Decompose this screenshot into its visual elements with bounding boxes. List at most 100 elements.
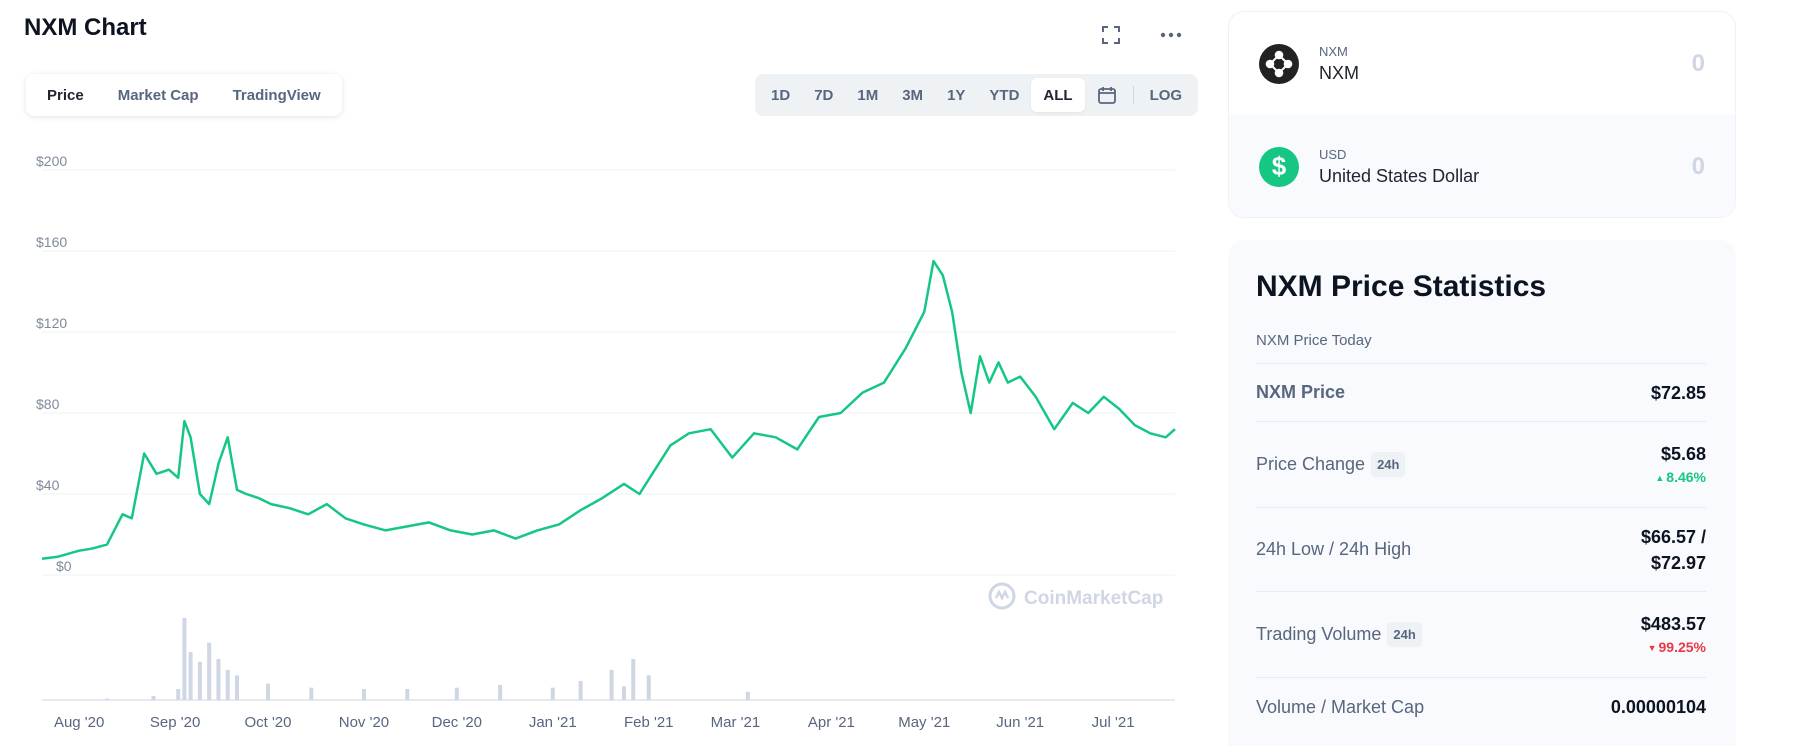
- x-tick-label: Mar '21: [711, 714, 761, 731]
- chart-type-tabs: Price Market Cap TradingView: [26, 74, 342, 116]
- volume-bar: [631, 659, 636, 700]
- volume-bar: [454, 687, 459, 700]
- stat-change-text: 8.46%: [1666, 468, 1706, 485]
- volume-bar: [578, 680, 583, 700]
- x-tick-label: Apr '21: [808, 714, 855, 731]
- converter-nxm-input[interactable]: 0: [1691, 49, 1705, 77]
- volume-bar: [197, 661, 202, 700]
- stat-label: Volume / Market Cap: [1256, 696, 1425, 717]
- stat-change-text: 99.25%: [1658, 638, 1706, 655]
- stat-change-up: ▲ 8.46%: [1655, 467, 1706, 488]
- x-tick-label: Jun '21: [996, 714, 1044, 731]
- converter-row-nxm[interactable]: NXM NXM 0: [1229, 12, 1735, 115]
- volume-bar: [151, 695, 156, 700]
- stat-value: $483.57 ▼ 99.25%: [1641, 611, 1706, 658]
- y-tick-label: $0: [56, 558, 72, 574]
- y-tick-label: $160: [36, 234, 67, 250]
- chart-grid: [42, 169, 1175, 576]
- stat-value: $72.85: [1650, 382, 1706, 403]
- volume-bar: [621, 686, 626, 700]
- fullscreen-icon[interactable]: [1096, 22, 1126, 48]
- volume-bar: [182, 618, 187, 700]
- stat-row-low-high: 24h Low / 24h High $66.57 / $72.97: [1256, 508, 1706, 592]
- range-divider: [1132, 86, 1134, 104]
- stat-label-text: Price Change: [1256, 454, 1366, 474]
- page-title: NXM Chart: [24, 14, 147, 41]
- price-statistics-panel: NXM Price Statistics NXM Price Today NXM…: [1228, 240, 1736, 746]
- x-tick-label: Sep '20: [150, 714, 200, 731]
- volume-bar: [498, 684, 503, 700]
- price-chart[interactable]: $200 $160 $120 $80 $40 $0 CoinMarketCap Aug '…: [0, 140, 1190, 746]
- converter-nxm-name: NXM: [1319, 62, 1359, 83]
- currency-converter: NXM NXM 0 $ USD United States Dollar 0: [1228, 11, 1736, 218]
- range-1y[interactable]: 1Y: [947, 86, 966, 104]
- stat-value-amount: $483.57: [1640, 613, 1706, 634]
- tab-market-cap[interactable]: Market Cap: [117, 86, 199, 104]
- caret-down-icon: ▼: [1647, 643, 1657, 654]
- stat-row-price: NXM Price $72.85: [1256, 364, 1706, 422]
- converter-nxm-symbol: NXM: [1319, 43, 1348, 59]
- stat-row-volume-mcap: Volume / Market Cap 0.00000104: [1256, 678, 1706, 736]
- converter-usd-name: United States Dollar: [1319, 165, 1480, 186]
- stat-label-text: Trading Volume: [1256, 624, 1382, 644]
- x-axis: Aug '20 Sep '20 Oct '20 Nov '20 Dec '20 Jan '…: [54, 714, 1135, 731]
- volume-bar: [550, 687, 555, 700]
- range-7d[interactable]: 7D: [814, 86, 834, 104]
- watermark-text: CoinMarketCap: [1024, 588, 1163, 609]
- stat-value: $66.57 / $72.97: [1641, 524, 1706, 576]
- stat-value-line1: $66.57 /: [1640, 526, 1706, 547]
- x-tick-label: Aug '20: [54, 714, 104, 731]
- tab-price[interactable]: Price: [47, 86, 84, 104]
- volume-bar: [188, 652, 193, 700]
- stat-label: Price Change 24h: [1256, 452, 1406, 477]
- x-tick-label: Feb '21: [624, 714, 674, 731]
- calendar-icon[interactable]: [1085, 78, 1129, 112]
- converter-usd-symbol: USD: [1319, 146, 1347, 162]
- stat-label: NXM Price: [1256, 382, 1346, 402]
- range-1m[interactable]: 1M: [857, 86, 879, 104]
- range-ytd[interactable]: YTD: [989, 86, 1020, 104]
- stat-row-volume: Trading Volume 24h $483.57 ▼ 99.25%: [1256, 592, 1706, 678]
- stat-value: 0.00000104: [1610, 697, 1706, 717]
- volume-bar: [646, 675, 651, 700]
- x-tick-label: Jan '21: [529, 714, 577, 731]
- volume-bar: [225, 669, 230, 700]
- usd-logo-icon: $: [1259, 146, 1299, 187]
- range-3m[interactable]: 3M: [902, 86, 924, 104]
- watermark: CoinMarketCap: [988, 582, 1163, 610]
- volume-bar: [207, 642, 212, 700]
- volume-bar: [265, 683, 270, 700]
- period-badge: 24h: [1387, 622, 1422, 647]
- caret-up-icon: ▲: [1655, 473, 1665, 484]
- x-tick-label: May '21: [898, 714, 950, 731]
- volume-bar: [309, 687, 314, 700]
- volume-bar: [361, 689, 366, 700]
- price-line: [41, 259, 1176, 561]
- stat-value-line2: $72.97: [1650, 552, 1706, 573]
- y-tick-label: $80: [36, 396, 60, 412]
- converter-usd-input[interactable]: 0: [1691, 152, 1705, 180]
- range-1d[interactable]: 1D: [771, 86, 791, 104]
- time-range-selector: 1D 7D 1M 3M 1Y YTD ALL LOG: [755, 74, 1199, 116]
- log-scale-toggle[interactable]: LOG: [1149, 86, 1183, 104]
- stat-value: $5.68 ▲ 8.46%: [1655, 441, 1706, 488]
- more-icon[interactable]: [1156, 22, 1186, 48]
- volume-bar: [235, 675, 240, 700]
- y-tick-label: $120: [36, 315, 67, 331]
- stat-value-amount: $5.68: [1660, 443, 1706, 464]
- stats-subtitle: NXM Price Today: [1256, 332, 1706, 364]
- converter-row-usd[interactable]: $ USD United States Dollar 0: [1229, 115, 1735, 217]
- volume-bar: [176, 689, 181, 700]
- volume-bar: [105, 698, 110, 700]
- stat-change-down: ▼ 99.25%: [1641, 637, 1706, 658]
- volume-bar: [609, 669, 614, 700]
- y-axis: $200 $160 $120 $80 $40 $0: [36, 153, 72, 574]
- stat-label: 24h Low / 24h High: [1256, 539, 1412, 559]
- stats-title: NXM Price Statistics: [1256, 270, 1547, 303]
- range-all[interactable]: ALL: [1031, 78, 1085, 112]
- tab-tradingview[interactable]: TradingView: [232, 86, 321, 104]
- chart-toolbar: [1096, 22, 1186, 48]
- period-badge: 24h: [1371, 452, 1406, 477]
- volume-bar: [745, 691, 750, 700]
- x-tick-label: Oct '20: [244, 714, 291, 731]
